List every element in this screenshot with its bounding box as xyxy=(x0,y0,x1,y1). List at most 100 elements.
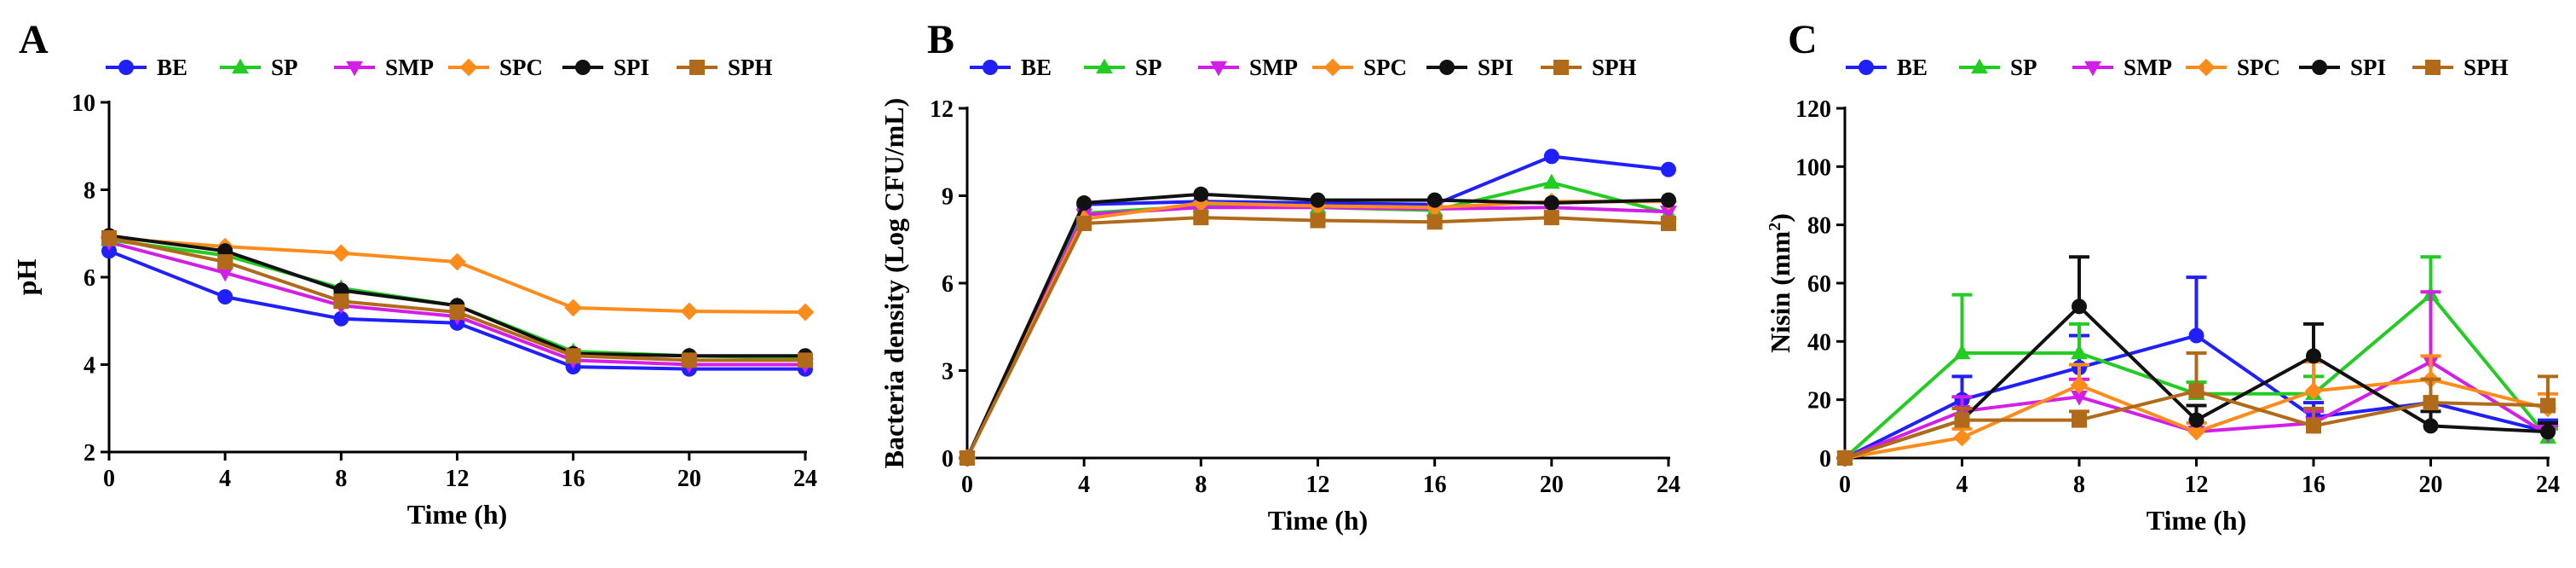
y-tick-label: 120 xyxy=(1795,96,1831,123)
data-point xyxy=(101,229,117,246)
legend-marker xyxy=(2312,60,2327,75)
y-tick-label: 60 xyxy=(1807,271,1831,298)
panel-letter: C xyxy=(1788,17,1818,62)
data-point xyxy=(1837,450,1853,466)
data-point xyxy=(2540,397,2556,414)
series-sph xyxy=(101,229,813,368)
series-spc xyxy=(958,192,1678,467)
x-tick-label: 24 xyxy=(1657,472,1680,498)
y-axis-title: pH xyxy=(11,259,42,296)
legend-entry-spc: SPC xyxy=(2186,55,2280,80)
data-point xyxy=(448,252,466,271)
y-axis-title-suffix: ) xyxy=(1765,213,1795,223)
y-tick-label: 8 xyxy=(84,178,95,205)
data-point xyxy=(1543,210,1559,226)
legend-entry-be: BE xyxy=(970,55,1052,80)
data-point xyxy=(2540,424,2556,440)
y-tick-label: 0 xyxy=(942,446,954,472)
data-point xyxy=(1310,192,1326,208)
data-point xyxy=(2188,412,2204,428)
legend-entry-sph: SPH xyxy=(1541,55,1637,80)
legend-marker xyxy=(2425,60,2441,75)
legend-label: BE xyxy=(1897,55,1928,80)
data-point xyxy=(331,244,350,263)
x-axis-title: Time (h) xyxy=(1268,505,1369,536)
legend-entry-spc: SPC xyxy=(1312,55,1407,80)
panel-letter: A xyxy=(19,17,49,62)
data-point xyxy=(2187,422,2205,441)
y-axis-title-superscript: 2 xyxy=(1766,223,1784,231)
panel-letter: B xyxy=(927,17,954,62)
x-tick-label: 12 xyxy=(446,466,470,492)
y-axis-title: Nisin (mm2) xyxy=(1765,213,1795,353)
legend-marker xyxy=(1553,60,1569,75)
legend-entry-spi: SPI xyxy=(2299,55,2386,80)
legend-label: SP xyxy=(1135,55,1162,80)
data-point xyxy=(2072,412,2087,428)
data-point xyxy=(2304,382,2323,400)
data-point xyxy=(1660,206,1677,221)
series-sph xyxy=(1837,351,2558,466)
y-tick-label: 2 xyxy=(84,440,95,467)
legend-marker xyxy=(1096,58,1113,74)
data-point xyxy=(1954,412,1970,428)
x-tick-label: 12 xyxy=(2185,472,2209,498)
legend-entry-spc: SPC xyxy=(448,55,543,80)
legend-marker xyxy=(118,60,134,75)
y-axis-title: Bacteria density (Log CFU/mL) xyxy=(879,98,909,469)
legend-label: BE xyxy=(1021,55,1052,80)
legend-label: SPC xyxy=(1363,55,1407,80)
legend-entry-sph: SPH xyxy=(677,55,773,80)
data-point xyxy=(216,266,234,282)
data-point xyxy=(565,348,581,364)
legend-marker xyxy=(2084,61,2101,77)
legend-marker xyxy=(1210,61,1227,77)
legend-label: SMP xyxy=(385,55,434,80)
x-tick-label: 4 xyxy=(1078,472,1090,498)
x-axis-title: Time (h) xyxy=(407,499,508,530)
data-point xyxy=(2071,344,2088,360)
legend-marker xyxy=(232,58,249,74)
y-tick-label: 80 xyxy=(1807,213,1831,240)
legend-marker xyxy=(1323,58,1342,77)
legend-marker xyxy=(346,61,363,77)
legend-marker xyxy=(1971,58,1988,74)
data-point xyxy=(217,254,233,270)
legend-label: SPI xyxy=(2350,55,2386,80)
data-point xyxy=(1542,173,1560,189)
x-tick-label: 16 xyxy=(562,466,585,492)
x-tick-label: 0 xyxy=(1839,472,1851,498)
data-point xyxy=(217,289,233,305)
series-line xyxy=(965,216,1669,459)
data-point xyxy=(1543,148,1559,165)
x-tick-label: 8 xyxy=(2073,472,2085,498)
legend-marker xyxy=(459,58,478,77)
data-point xyxy=(1426,192,1443,208)
legend-label: SPH xyxy=(2464,55,2509,80)
data-point xyxy=(2188,327,2204,344)
x-tick-label: 12 xyxy=(1306,472,1330,498)
legend-label: SMP xyxy=(1249,55,1298,80)
x-tick-label: 16 xyxy=(1423,472,1447,498)
legend-entry-smp: SMP xyxy=(334,55,434,80)
data-point xyxy=(1193,210,1209,226)
x-tick-label: 0 xyxy=(103,466,115,492)
legend-entry-be: BE xyxy=(106,55,187,80)
x-tick-label: 8 xyxy=(1195,472,1207,498)
legend-label: SPH xyxy=(728,55,773,80)
x-tick-label: 24 xyxy=(793,466,817,492)
data-point xyxy=(449,304,465,320)
y-tick-label: 4 xyxy=(84,353,95,380)
x-tick-label: 8 xyxy=(335,466,347,492)
legend-label: SPH xyxy=(1592,55,1637,80)
y-tick-label: 20 xyxy=(1807,388,1831,414)
data-point xyxy=(2071,391,2088,406)
y-tick-label: 9 xyxy=(942,184,954,211)
y-tick-label: 6 xyxy=(942,271,954,298)
x-tick-label: 20 xyxy=(677,466,701,492)
x-tick-label: 4 xyxy=(219,466,231,492)
y-tick-label: 6 xyxy=(84,265,95,292)
legend-label: SP xyxy=(2010,55,2037,80)
data-point xyxy=(1076,195,1092,212)
